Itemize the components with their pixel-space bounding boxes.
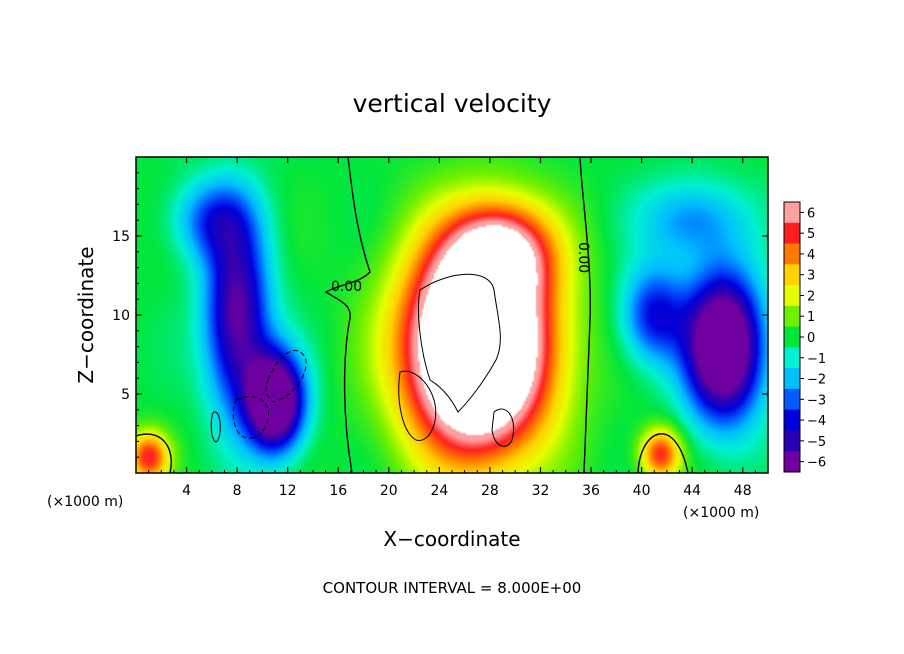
colorbar-label: −6: [807, 456, 826, 471]
colorbar-swatch: [784, 326, 800, 348]
colorbar-label: −3: [807, 393, 826, 408]
colorbar-swatch: [784, 305, 800, 328]
x-tick-label: 24: [430, 483, 448, 499]
x-tick-label: 16: [329, 483, 347, 499]
y-tick-label: 15: [112, 229, 130, 245]
contour-line: [136, 433, 172, 473]
colorbar-label: −2: [807, 373, 826, 388]
colorbar-swatch: [784, 451, 800, 473]
colorbar-swatch: [784, 264, 800, 286]
y-tick-label: 5: [121, 387, 130, 403]
colorbar-label: −5: [807, 435, 826, 450]
colorbar-label: 2: [807, 289, 815, 304]
x-units-right: (×1000 m): [683, 505, 759, 521]
contour-line: [210, 411, 221, 443]
colorbar-swatch: [784, 202, 800, 224]
chart-title: vertical velocity: [353, 89, 552, 118]
colorbar-swatch: [784, 409, 800, 431]
colorbar-swatch: [784, 388, 800, 411]
contour-label: 0.00: [331, 279, 362, 295]
y-axis-title: Z−coordinate: [74, 246, 98, 383]
colorbar-swatch: [784, 243, 800, 265]
colorbar-label: 3: [807, 269, 815, 284]
x-tick-label: 44: [683, 483, 701, 499]
colorbar-swatch: [784, 430, 800, 452]
colorbar-label: 5: [807, 227, 815, 242]
x-tick-label: 28: [481, 483, 499, 499]
colorbar-label: 1: [807, 310, 815, 325]
x-axis: 4 8 12 16 20 24 28 32 36 40 44 48: [148, 157, 756, 499]
contour-line: [398, 370, 437, 441]
contour-label: 0.00: [575, 242, 591, 273]
x-tick-label: 48: [734, 483, 752, 499]
colorbar-label: −1: [807, 352, 826, 367]
contour-line: [232, 396, 269, 439]
x-tick-label: 36: [582, 483, 600, 499]
heatmap-field: [136, 157, 768, 473]
x-units-left: (×1000 m): [47, 494, 123, 510]
colorbar-label: 6: [807, 206, 815, 221]
colorbar-label: 4: [807, 248, 815, 263]
colorbar-frame: [783, 201, 801, 473]
colorbar-label: 0: [807, 331, 815, 346]
contour-line: [579, 157, 591, 473]
contour-line: [265, 350, 307, 403]
zero-contours: [136, 157, 689, 473]
contour-interval-footer: CONTOUR INTERVAL = 8.000E+00: [323, 579, 582, 597]
x-axis-title: X−coordinate: [383, 527, 520, 551]
contour-line: [491, 408, 514, 447]
contour-line: [418, 273, 501, 413]
x-tick-label: 20: [380, 483, 398, 499]
x-tick-label: 32: [532, 483, 550, 499]
x-tick-label: 12: [279, 483, 297, 499]
colorbar-swatch: [784, 285, 800, 307]
x-tick-label: 4: [182, 483, 191, 499]
plot-area: 0.00 0.00: [135, 156, 769, 474]
y-tick-label: 10: [112, 308, 130, 324]
colorbar-swatch: [784, 222, 800, 245]
colorbar-swatch: [784, 368, 800, 390]
colorbar-label: −4: [807, 414, 826, 429]
x-tick-label: 40: [633, 483, 651, 499]
y-axis: 5 10 15: [112, 172, 768, 458]
colorbar-swatch: [784, 347, 800, 369]
contour-line: [637, 433, 689, 473]
contour-line: [324, 157, 371, 473]
colorbar: 6 5 4 3 2 1 0 −1 −2 −3 −4 −5 −6: [783, 201, 826, 473]
x-tick-label: 8: [233, 483, 242, 499]
